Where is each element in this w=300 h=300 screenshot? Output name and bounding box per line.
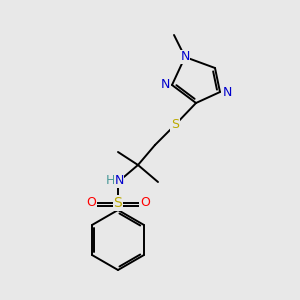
- Text: O: O: [140, 196, 150, 209]
- Text: H: H: [105, 175, 115, 188]
- Text: S: S: [171, 118, 179, 131]
- Text: N: N: [114, 175, 124, 188]
- Text: S: S: [114, 196, 122, 210]
- Text: N: N: [160, 79, 170, 92]
- Text: N: N: [222, 85, 232, 98]
- Text: O: O: [86, 196, 96, 209]
- Text: N: N: [180, 50, 190, 64]
